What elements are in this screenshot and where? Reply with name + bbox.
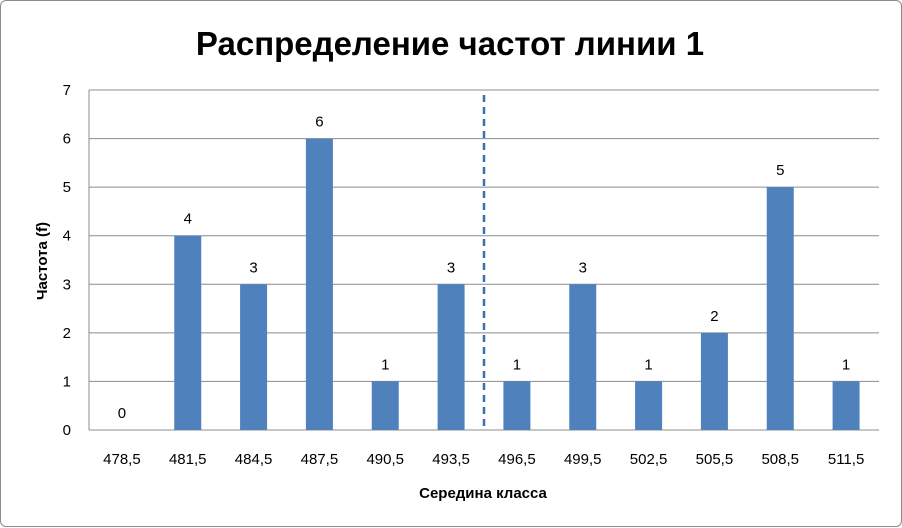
bar-502,5 xyxy=(635,381,663,430)
data-label: 1 xyxy=(381,356,389,373)
data-label: 1 xyxy=(644,356,652,373)
bar-487,5 xyxy=(305,138,333,431)
x-axis-ticks: 478,5 481,5 484,5 487,5 490,5 493,5 496,5 499,5… xyxy=(103,451,864,468)
x-tick-label: 508,5 xyxy=(761,451,799,468)
bars xyxy=(174,138,860,431)
x-tick-label: 478,5 xyxy=(103,451,141,468)
bar-484,5 xyxy=(240,284,268,430)
x-tick-label: 499,5 xyxy=(564,451,602,468)
x-tick-label: 484,5 xyxy=(235,451,273,468)
bar-490,5 xyxy=(371,381,399,430)
data-label: 0 xyxy=(118,405,126,422)
x-tick-label: 502,5 xyxy=(630,451,668,468)
bar-508,5 xyxy=(766,187,794,430)
x-axis-title: Середина класса xyxy=(419,485,547,502)
x-tick-label: 490,5 xyxy=(366,451,404,468)
data-label: 1 xyxy=(842,356,850,373)
data-label: 5 xyxy=(776,162,784,179)
bar-511,5 xyxy=(832,381,860,430)
x-tick-label: 511,5 xyxy=(828,451,864,468)
data-label: 2 xyxy=(710,308,718,325)
x-tick-label: 487,5 xyxy=(301,451,339,468)
x-tick-label: 493,5 xyxy=(432,451,470,468)
y-axis-title: Частота (f) xyxy=(34,222,51,300)
y-axis-ticks: 0 1 2 3 4 5 6 7 xyxy=(63,82,71,439)
gridlines xyxy=(88,89,879,431)
bar-481,5 xyxy=(174,235,202,430)
y-tick-label: 1 xyxy=(63,373,71,390)
data-label: 1 xyxy=(513,356,521,373)
y-tick-label: 0 xyxy=(63,422,71,439)
y-tick-label: 3 xyxy=(63,276,71,293)
data-label: 3 xyxy=(447,259,455,276)
x-tick-label: 481,5 xyxy=(169,451,207,468)
y-tick-label: 2 xyxy=(63,325,71,342)
data-label: 3 xyxy=(579,259,587,276)
data-label: 6 xyxy=(315,114,323,131)
x-tick-label: 505,5 xyxy=(696,451,734,468)
data-label: 4 xyxy=(184,211,192,228)
chart-title: Распределение частот линии 1 xyxy=(196,25,704,62)
y-tick-label: 6 xyxy=(63,131,71,148)
y-tick-label: 5 xyxy=(63,179,71,196)
data-label: 3 xyxy=(249,259,257,276)
x-tick-label: 496,5 xyxy=(498,451,536,468)
y-tick-label: 7 xyxy=(63,82,71,99)
bar-496,5 xyxy=(503,381,531,430)
bar-499,5 xyxy=(569,284,597,430)
bar-493,5 xyxy=(437,284,465,430)
y-tick-label: 4 xyxy=(63,228,71,245)
bar-505,5 xyxy=(700,332,728,430)
data-labels: 0 4 3 6 1 3 1 3 1 2 5 1 xyxy=(118,114,851,422)
